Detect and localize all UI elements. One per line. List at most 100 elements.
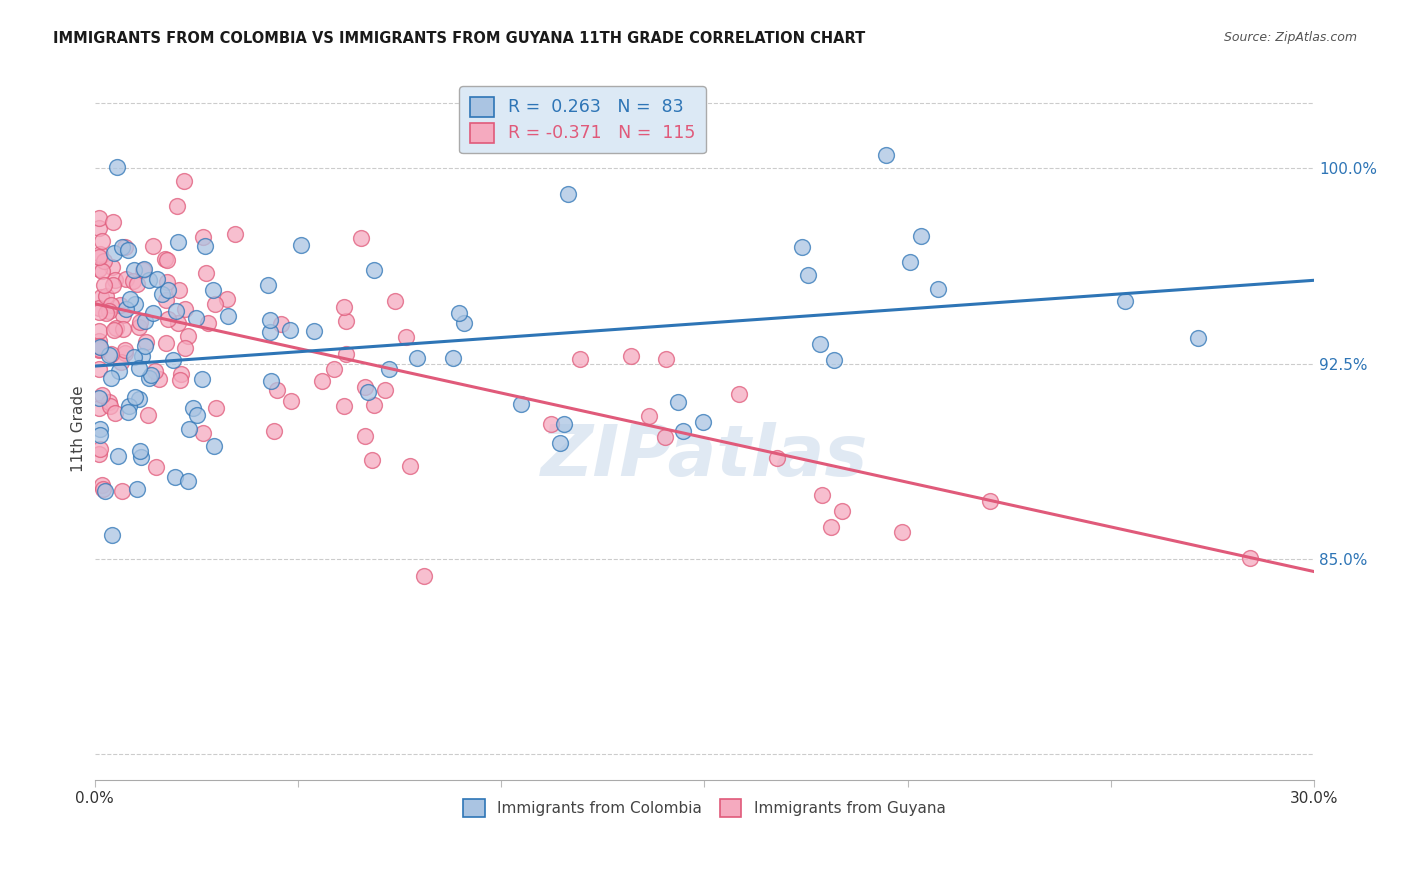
Point bbox=[87, 211, 110, 225]
Point bbox=[90, 264, 112, 278]
Point bbox=[89, 340, 111, 354]
Point bbox=[128, 360, 150, 375]
Point bbox=[111, 484, 134, 499]
Point bbox=[98, 348, 121, 362]
Point bbox=[363, 263, 385, 277]
Point bbox=[118, 400, 141, 414]
Point bbox=[104, 273, 127, 287]
Point bbox=[103, 323, 125, 337]
Point bbox=[142, 239, 165, 253]
Point bbox=[412, 569, 434, 583]
Point bbox=[361, 453, 384, 467]
Point bbox=[101, 215, 124, 229]
Point bbox=[87, 361, 110, 376]
Point bbox=[323, 362, 346, 376]
Point bbox=[191, 425, 214, 440]
Point bbox=[90, 388, 112, 402]
Point bbox=[260, 374, 283, 388]
Point bbox=[259, 325, 281, 339]
Point bbox=[167, 316, 190, 330]
Point bbox=[540, 417, 562, 431]
Point bbox=[979, 494, 1001, 508]
Point bbox=[87, 446, 110, 460]
Point bbox=[87, 343, 110, 358]
Point bbox=[89, 422, 111, 436]
Point bbox=[823, 353, 845, 368]
Point bbox=[333, 400, 356, 414]
Point bbox=[122, 262, 145, 277]
Point bbox=[217, 310, 239, 324]
Point bbox=[165, 470, 187, 484]
Point bbox=[666, 395, 689, 409]
Point bbox=[89, 442, 111, 456]
Point bbox=[122, 350, 145, 364]
Point bbox=[138, 370, 160, 384]
Point bbox=[202, 439, 225, 453]
Point bbox=[215, 292, 238, 306]
Point bbox=[270, 318, 292, 332]
Point bbox=[156, 253, 179, 268]
Point bbox=[166, 304, 188, 318]
Point bbox=[453, 316, 475, 330]
Point bbox=[202, 284, 225, 298]
Point bbox=[132, 263, 155, 277]
Point bbox=[363, 398, 385, 412]
Point bbox=[447, 306, 470, 320]
Point bbox=[335, 347, 357, 361]
Point bbox=[927, 282, 949, 296]
Point bbox=[335, 314, 357, 328]
Point bbox=[405, 351, 427, 365]
Point bbox=[129, 450, 152, 465]
Point bbox=[114, 346, 136, 360]
Point bbox=[124, 390, 146, 404]
Point bbox=[108, 364, 131, 378]
Point bbox=[166, 235, 188, 249]
Point bbox=[112, 321, 135, 335]
Point bbox=[114, 343, 136, 357]
Point bbox=[107, 450, 129, 464]
Point bbox=[727, 387, 749, 401]
Point bbox=[141, 368, 163, 382]
Point bbox=[100, 260, 122, 274]
Y-axis label: 11th Grade: 11th Grade bbox=[72, 385, 86, 472]
Point bbox=[87, 304, 110, 318]
Point bbox=[186, 408, 208, 422]
Point bbox=[93, 278, 115, 293]
Point bbox=[87, 339, 110, 353]
Point bbox=[875, 148, 897, 162]
Point bbox=[100, 371, 122, 385]
Point bbox=[820, 519, 842, 533]
Point bbox=[134, 339, 156, 353]
Point bbox=[121, 274, 143, 288]
Point bbox=[395, 330, 418, 344]
Point bbox=[170, 367, 193, 381]
Point bbox=[177, 328, 200, 343]
Point bbox=[568, 352, 591, 367]
Point bbox=[111, 240, 134, 254]
Point bbox=[443, 351, 465, 365]
Point bbox=[87, 324, 110, 338]
Point bbox=[174, 301, 197, 316]
Point bbox=[104, 321, 127, 335]
Point bbox=[398, 458, 420, 473]
Point bbox=[1114, 293, 1136, 308]
Point bbox=[90, 290, 112, 304]
Point bbox=[98, 399, 121, 413]
Point bbox=[125, 482, 148, 496]
Point bbox=[155, 336, 177, 351]
Point bbox=[100, 347, 122, 361]
Point bbox=[94, 484, 117, 499]
Point bbox=[146, 272, 169, 286]
Point bbox=[103, 246, 125, 260]
Point bbox=[173, 174, 195, 188]
Point bbox=[100, 298, 122, 312]
Point bbox=[553, 417, 575, 432]
Point bbox=[891, 524, 914, 539]
Point bbox=[87, 301, 110, 315]
Point bbox=[197, 316, 219, 330]
Point bbox=[153, 252, 176, 266]
Point bbox=[354, 380, 377, 394]
Point bbox=[176, 474, 198, 488]
Point bbox=[655, 352, 678, 367]
Point bbox=[87, 221, 110, 235]
